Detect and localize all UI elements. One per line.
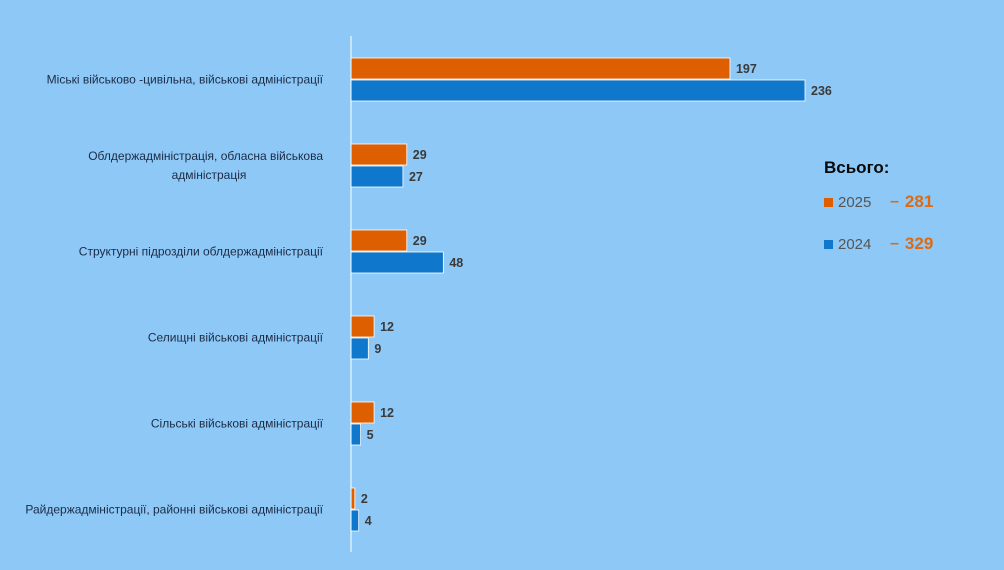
total-value-2025: 281 xyxy=(904,192,934,211)
category-label-0: Міські військово -цивільна, військові ад… xyxy=(47,73,324,87)
category-label-2: Структурні підрозділи облдержадміністрац… xyxy=(79,245,324,259)
category-label-1-line-0: Облдержадміністрація, обласна військова xyxy=(88,149,323,163)
category-label-1-line-1: адміністрація xyxy=(172,168,247,182)
bar-2025-3 xyxy=(350,315,375,338)
legend-dash-2025: – xyxy=(890,193,899,210)
bar-2025-2 xyxy=(350,229,408,252)
data-label-2024-5: 4 xyxy=(365,514,372,528)
data-label-2024-3: 9 xyxy=(374,342,381,356)
bar-2025-4 xyxy=(350,401,375,424)
category-label-3: Селищні військові адміністрації xyxy=(148,331,324,345)
legend-swatch-2025 xyxy=(824,197,833,207)
data-label-2025-1: 29 xyxy=(413,148,427,162)
data-label-2025-0: 197 xyxy=(736,62,757,76)
total-value-2024: 329 xyxy=(904,234,934,253)
category-label-4: Сільські військові адміністрації xyxy=(151,417,324,431)
data-label-2025-2: 29 xyxy=(413,234,427,248)
bar-2024-5 xyxy=(350,509,360,532)
bar-2025-0 xyxy=(350,57,731,80)
data-label-2024-1: 27 xyxy=(409,170,423,184)
category-label-5: Райдержадміністрації, районні військові … xyxy=(25,503,323,517)
data-label-2024-0: 236 xyxy=(811,84,832,98)
data-label-2025-5: 2 xyxy=(361,492,368,506)
totals-legend: Всього: 2025 – 281 2024 – 329 xyxy=(824,158,994,274)
bar-2024-1 xyxy=(350,165,404,188)
data-label-2025-3: 12 xyxy=(380,320,394,334)
data-label-2024-2: 48 xyxy=(449,256,463,270)
legend-swatch-2024 xyxy=(824,239,833,249)
totals-title: Всього: xyxy=(824,158,890,177)
bar-2024-0 xyxy=(350,79,806,102)
data-label-2024-4: 5 xyxy=(367,428,374,442)
legend-year-2024: 2024 xyxy=(838,235,872,253)
legend-item-2025: 2025 – 281 xyxy=(824,190,994,214)
bar-2024-3 xyxy=(350,337,369,360)
bar-2025-1 xyxy=(350,143,408,166)
legend-year-2025: 2025 xyxy=(838,193,872,211)
bar-2024-2 xyxy=(350,251,444,274)
bar-2025-5 xyxy=(350,487,356,510)
bar-2024-4 xyxy=(350,423,362,446)
legend-dash-2024: – xyxy=(890,235,899,252)
data-label-2025-4: 12 xyxy=(380,406,394,420)
legend-item-2024: 2024 – 329 xyxy=(824,232,994,256)
